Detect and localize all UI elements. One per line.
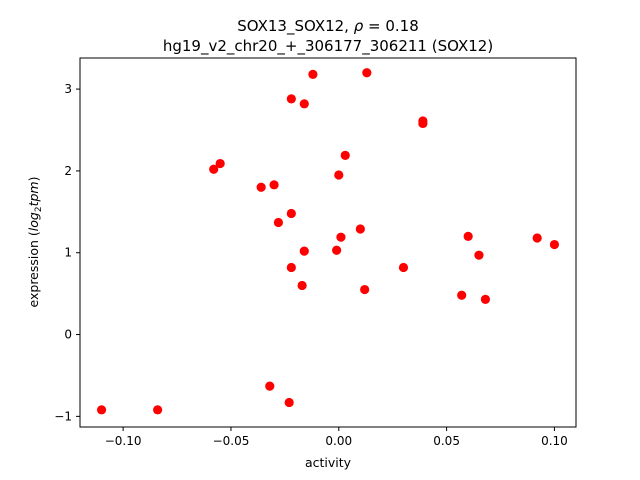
y-axis-ticks: −1 0 1 2 3	[54, 82, 80, 423]
data-point	[273, 217, 283, 228]
data-point	[286, 208, 296, 219]
data-point	[474, 250, 484, 260]
data-point	[308, 69, 318, 79]
data-point	[360, 284, 370, 295]
x-tick-label: 0.05	[433, 434, 460, 448]
x-tick-label: −0.10	[105, 434, 142, 448]
data-point	[332, 245, 342, 255]
data-point	[297, 280, 307, 291]
chart-title-line2: hg19_v2_chr20_+_306177_306211 (SOX12)	[163, 37, 493, 56]
points-layer	[96, 68, 560, 415]
data-point	[153, 405, 163, 415]
x-axis-ticks: −0.10 −0.05 0.00 0.05 0.10	[105, 427, 568, 448]
data-point	[355, 224, 365, 234]
data-point	[457, 290, 467, 300]
data-point	[215, 158, 225, 169]
data-point	[299, 99, 309, 109]
plot-area-frame	[79, 57, 577, 428]
data-point	[96, 405, 107, 415]
data-point	[256, 182, 266, 192]
x-tick-label: −0.05	[213, 434, 250, 448]
data-point	[340, 150, 350, 160]
data-point	[398, 262, 409, 273]
data-point	[334, 170, 344, 180]
y-tick-label: −1	[54, 409, 72, 423]
data-point	[284, 397, 294, 408]
data-point	[286, 262, 296, 273]
data-point	[336, 232, 346, 242]
data-point	[265, 381, 275, 391]
data-point	[299, 246, 309, 256]
y-tick-label: 3	[64, 82, 72, 96]
data-point	[549, 239, 560, 250]
y-tick-label: 1	[64, 246, 72, 260]
data-point	[362, 68, 372, 78]
data-point	[480, 294, 491, 304]
chart-title-line1: SOX13_SOX12, ρ = 0.18	[237, 17, 419, 36]
data-point	[286, 94, 296, 104]
data-point	[463, 231, 473, 241]
x-tick-label: 0.10	[541, 434, 568, 448]
data-point	[209, 164, 219, 174]
y-tick-label: 2	[64, 164, 72, 178]
y-tick-label: 0	[64, 328, 72, 342]
x-tick-label: 0.00	[325, 434, 352, 448]
data-point	[418, 116, 428, 126]
data-point	[269, 180, 279, 190]
y-axis-label: expression (log2tpm)	[26, 177, 44, 308]
x-axis-label: activity	[305, 455, 352, 470]
data-point	[532, 233, 542, 243]
